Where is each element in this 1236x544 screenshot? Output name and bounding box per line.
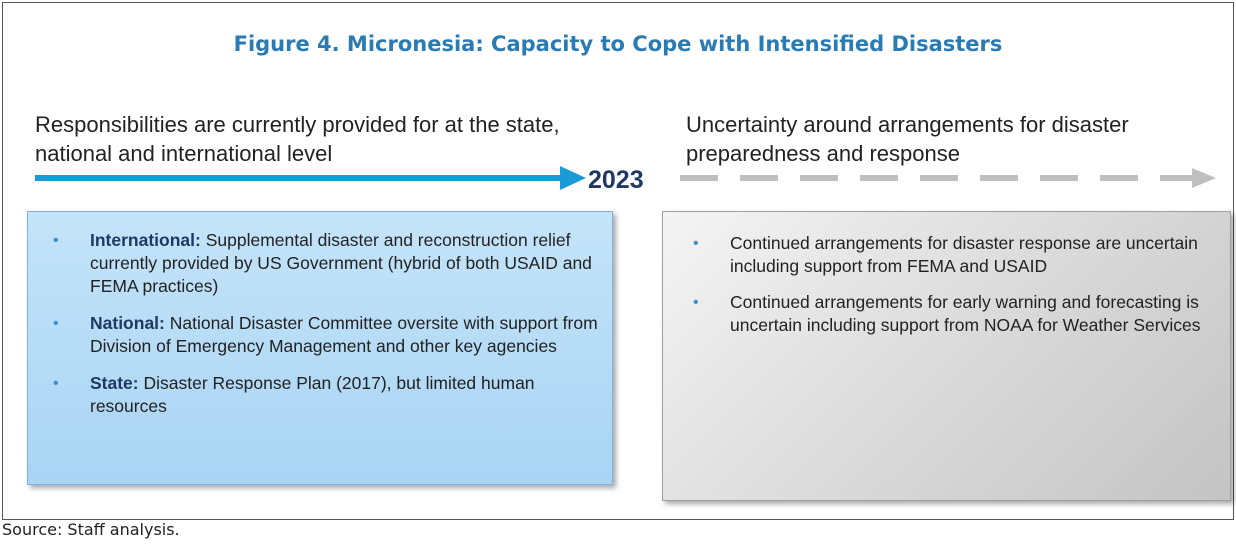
left-heading: Responsibilities are currently provided … <box>35 112 560 166</box>
bullet: Continued arrangements for disaster resp… <box>693 232 1220 278</box>
source-note: Source: Staff analysis. <box>2 520 180 539</box>
bullet-text: Supplemental disaster and reconstruction… <box>90 230 592 296</box>
year-label: 2023 <box>588 166 644 194</box>
bullet-label: International: <box>90 230 201 250</box>
bullet: State: Disaster Response Plan (2017), bu… <box>53 372 600 418</box>
current-responsibilities-box: International: Supplemental disaster and… <box>27 211 613 485</box>
bullet: International: Supplemental disaster and… <box>53 229 600 298</box>
uncertainty-box: Continued arrangements for disaster resp… <box>662 211 1231 501</box>
blue-arrow-head <box>560 166 586 190</box>
bullet-text: Disaster Response Plan (2017), but limit… <box>90 373 535 416</box>
right-bullets: Continued arrangements for disaster resp… <box>693 232 1220 350</box>
bullet-label: National: <box>90 313 165 333</box>
bullet-text: National Disaster Committee oversite wit… <box>90 313 598 356</box>
bullet-label: State: <box>90 373 139 393</box>
right-heading: Uncertainty around arrangements for disa… <box>686 112 1129 166</box>
bullet: Continued arrangements for early warning… <box>693 291 1220 337</box>
bullet: National: National Disaster Committee ov… <box>53 312 600 358</box>
gray-arrow-head <box>1192 168 1216 188</box>
figure-title: Figure 4. Micronesia: Capacity to Cope w… <box>233 32 1003 56</box>
left-bullets: International: Supplemental disaster and… <box>53 229 600 432</box>
figure-frame <box>2 2 1234 520</box>
